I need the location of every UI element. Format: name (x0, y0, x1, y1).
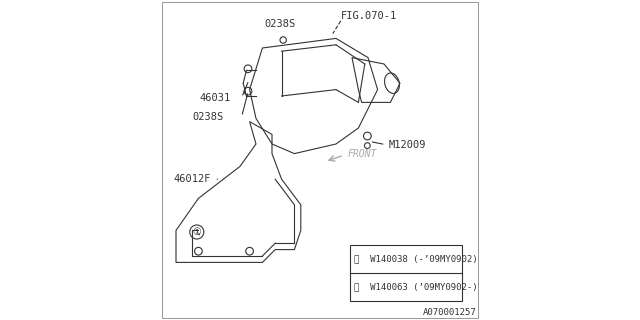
Text: M12009: M12009 (388, 140, 426, 150)
Text: 46031: 46031 (199, 92, 230, 103)
Text: FIG.070-1: FIG.070-1 (340, 11, 397, 21)
Text: A070001257: A070001257 (423, 308, 477, 317)
Text: ①  W140038 (-’09MY0902): ① W140038 (-’09MY0902) (354, 254, 477, 263)
Text: ①  W140063 (’09MY0902-): ① W140063 (’09MY0902-) (354, 282, 477, 291)
Text: ①: ① (193, 227, 201, 237)
Text: 0238S: 0238S (193, 112, 224, 122)
Text: FRONT: FRONT (347, 148, 376, 159)
Text: 0238S: 0238S (264, 19, 296, 29)
Text: 46012F: 46012F (173, 174, 211, 184)
